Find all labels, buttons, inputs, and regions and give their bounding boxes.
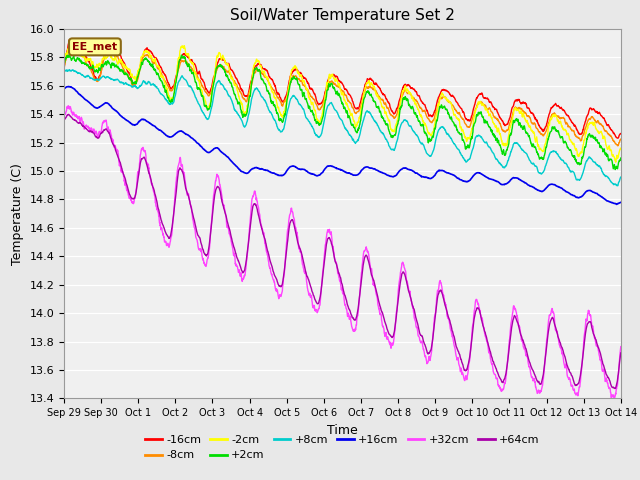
-16cm	[67, 37, 74, 43]
-16cm	[601, 117, 609, 123]
-16cm	[613, 135, 621, 141]
+2cm	[499, 149, 506, 155]
+32cm	[316, 299, 324, 305]
+2cm	[611, 167, 619, 172]
-8cm	[331, 81, 339, 86]
-2cm	[316, 118, 324, 123]
-8cm	[617, 136, 625, 142]
+16cm	[60, 86, 68, 92]
+8cm	[617, 174, 625, 180]
Line: -16cm: -16cm	[64, 40, 621, 138]
-16cm	[601, 118, 609, 124]
+64cm	[499, 380, 506, 385]
-2cm	[601, 135, 609, 141]
+64cm	[331, 258, 339, 264]
+64cm	[65, 111, 72, 117]
Line: +8cm: +8cm	[64, 70, 621, 186]
-16cm	[316, 100, 324, 106]
+8cm	[601, 173, 609, 179]
Legend: -16cm, -8cm, -2cm, +2cm, +8cm, +16cm, +32cm, +64cm: -16cm, -8cm, -2cm, +2cm, +8cm, +16cm, +3…	[141, 431, 544, 465]
Line: -2cm: -2cm	[64, 46, 621, 162]
-2cm	[612, 159, 620, 165]
+2cm	[617, 155, 625, 161]
+32cm	[499, 386, 506, 392]
+16cm	[617, 200, 625, 205]
Line: +32cm: +32cm	[64, 106, 621, 400]
-2cm	[601, 134, 609, 140]
+2cm	[65, 52, 73, 58]
+64cm	[617, 350, 625, 356]
+16cm	[601, 196, 609, 202]
-8cm	[60, 66, 68, 72]
X-axis label: Time: Time	[327, 424, 358, 437]
+16cm	[89, 103, 97, 108]
Line: +64cm: +64cm	[64, 114, 621, 388]
-16cm	[499, 118, 506, 124]
+8cm	[65, 67, 73, 72]
+16cm	[499, 182, 506, 188]
+2cm	[601, 150, 609, 156]
-16cm	[617, 131, 625, 136]
+64cm	[316, 293, 324, 299]
+16cm	[65, 84, 72, 89]
+8cm	[601, 172, 609, 178]
+2cm	[89, 62, 97, 68]
+2cm	[601, 150, 609, 156]
-2cm	[60, 54, 68, 60]
-8cm	[499, 127, 506, 132]
+32cm	[331, 257, 339, 263]
Line: +16cm: +16cm	[64, 86, 621, 204]
+16cm	[316, 172, 324, 178]
+8cm	[499, 164, 506, 170]
+8cm	[614, 183, 621, 189]
+2cm	[331, 88, 339, 94]
+8cm	[331, 107, 339, 112]
-16cm	[89, 67, 97, 73]
+64cm	[601, 367, 609, 372]
+2cm	[316, 121, 324, 127]
+32cm	[89, 130, 97, 135]
+16cm	[612, 202, 620, 207]
+32cm	[65, 103, 72, 108]
-8cm	[67, 41, 74, 47]
+2cm	[60, 60, 68, 65]
+32cm	[617, 344, 625, 349]
+32cm	[611, 397, 618, 403]
-16cm	[60, 63, 68, 69]
-8cm	[89, 72, 97, 77]
+32cm	[60, 115, 68, 121]
+8cm	[89, 76, 97, 82]
+32cm	[601, 375, 609, 381]
+16cm	[601, 196, 609, 202]
+64cm	[60, 117, 68, 122]
Title: Soil/Water Temperature Set 2: Soil/Water Temperature Set 2	[230, 9, 455, 24]
+8cm	[316, 133, 324, 139]
+16cm	[331, 165, 339, 170]
-2cm	[88, 59, 96, 65]
-2cm	[617, 145, 625, 151]
+8cm	[60, 69, 68, 75]
Text: EE_met: EE_met	[72, 42, 118, 52]
+64cm	[601, 366, 609, 372]
-2cm	[180, 43, 188, 48]
+32cm	[601, 373, 609, 379]
-16cm	[331, 73, 339, 79]
-8cm	[601, 128, 609, 133]
Line: -8cm: -8cm	[64, 44, 621, 146]
Line: +2cm: +2cm	[64, 55, 621, 169]
-8cm	[601, 128, 609, 133]
+64cm	[612, 385, 620, 391]
-8cm	[316, 107, 324, 112]
-8cm	[614, 143, 622, 149]
Y-axis label: Temperature (C): Temperature (C)	[11, 163, 24, 264]
-2cm	[331, 78, 339, 84]
+64cm	[89, 130, 97, 135]
-2cm	[499, 141, 506, 147]
